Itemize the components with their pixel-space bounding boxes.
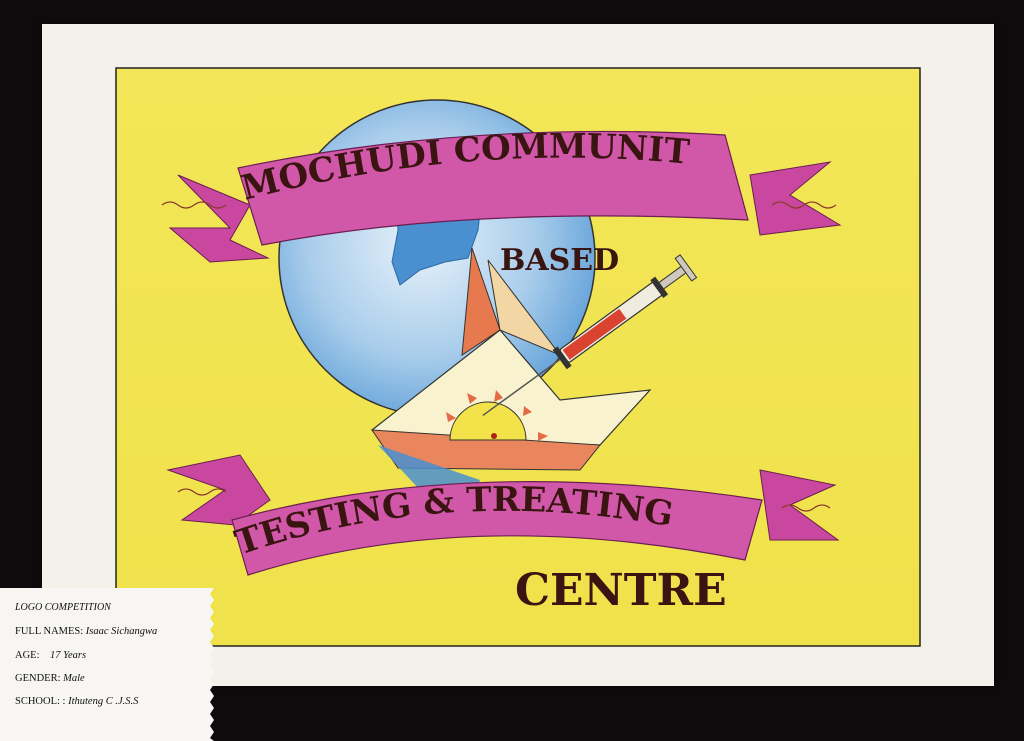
entry-label-card: LOGO COMPETITION FULL NAMES: Isaac Sicha… [0, 588, 214, 741]
centre-text: CENTRE [515, 565, 727, 616]
school-row: SCHOOL: : Ithuteng C .J.S.S [15, 696, 138, 707]
gender-row: GENDER: Male [15, 673, 85, 684]
full-names-key: FULL NAMES: [15, 626, 84, 637]
full-names-row: FULL NAMES: Isaac Sichangwa [15, 626, 157, 637]
school-key: SCHOOL: : [15, 696, 66, 707]
gender-key: GENDER: [15, 673, 61, 684]
age-row: AGE: 17 Years [15, 650, 86, 661]
bottom-ribbon [166, 454, 840, 576]
card-title: LOGO COMPETITION [15, 602, 111, 613]
age-value: 17 Years [50, 650, 87, 661]
top-ribbon [161, 130, 842, 263]
syringe-icon [482, 254, 698, 417]
gender-value: Male [63, 673, 85, 684]
age-key: AGE: [15, 650, 40, 661]
school-value: Ithuteng C .J.S.S [68, 696, 139, 707]
full-names-value: Isaac Sichangwa [85, 626, 158, 637]
based-text: BASED [500, 243, 619, 278]
sun-icon [446, 390, 548, 441]
